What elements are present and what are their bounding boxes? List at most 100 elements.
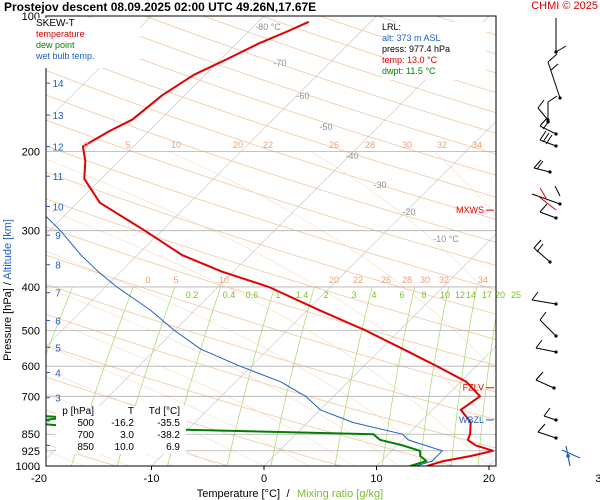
mixing-ratio-line (419, 286, 449, 466)
wind-barb-point (552, 386, 556, 390)
pressure-tick-label: 300 (22, 226, 40, 238)
mixing-ratio-label: 17 (482, 290, 492, 300)
plot-frame (45, 15, 497, 467)
altitude-tick-label: 5 (55, 343, 61, 354)
wind-barb-staff (533, 167, 551, 173)
table-cell: 700 (77, 430, 94, 441)
dry-adiabat-line (46, 313, 496, 449)
mixing-ratio-label: 12 (455, 290, 465, 300)
mixing-ratio-label: 4 (371, 290, 376, 300)
wind-barb-point (554, 350, 558, 354)
wind-barb-flag (542, 132, 550, 143)
altitude-tick-label: 11 (53, 172, 64, 183)
level-marker-label: FZLV (463, 383, 484, 393)
legend-item-wet-bulb: wet bulb temp. (36, 51, 95, 61)
lrl-title: LRL: (382, 22, 402, 32)
altitude-tick-label: 8 (55, 261, 61, 272)
wind-barb-staff (535, 379, 555, 389)
dry-adiabat-line (46, 283, 496, 420)
wind-barb-flag (537, 423, 546, 433)
isotherm-label: -20 (402, 207, 415, 217)
mixing-ratio-label: 1.4 (296, 290, 309, 300)
mixing-ratio-label: 0.4 (223, 290, 236, 300)
isotherm-label: -40 (345, 151, 358, 161)
table-row: 850 10.0 6.9 (56, 442, 186, 454)
wind-barb-staff (539, 211, 557, 219)
wind-barb-staff (537, 107, 549, 121)
wind-barb-point (558, 96, 562, 100)
levels-table: p [hPa] T Td [°C] 500 -16.2 -35.5 700 3.… (56, 406, 186, 454)
potential-temp-label: 26 (329, 140, 339, 150)
wind-barb-flag (543, 407, 551, 417)
wind-barb-point (546, 118, 550, 122)
wind-barb-point (554, 144, 558, 148)
y-axis-label: Pressure [hPa] / Altitude [km] (2, 219, 14, 361)
level-marker-label: MXWS (456, 205, 484, 215)
moist-adiabat-line (46, 371, 265, 466)
mixing-ratio-line (583, 287, 595, 466)
chart-title: Prostejov descent 08.09.2025 02:00 UTC 4… (4, 0, 317, 14)
temperature-tick-label: 10 (370, 473, 382, 485)
potential-temp-label: 5 (125, 140, 130, 150)
altitude-tick-label: 12 (52, 143, 64, 154)
dry-adiabat-line (46, 226, 496, 366)
pressure-tick-label: 600 (22, 361, 40, 373)
dry-adiabat-line (46, 45, 496, 198)
pressure-tick-label: 400 (22, 282, 40, 294)
potential-temp-label: 30 (402, 140, 412, 150)
mixing-ratio-label: 2 (323, 290, 328, 300)
wind-barb-flag (539, 203, 548, 213)
wind-barb-flag (539, 117, 548, 127)
isotherm-label: -10 °C (433, 234, 459, 244)
wind-barb-staff (533, 247, 551, 263)
wind-barb-point (554, 132, 558, 136)
pressure-tick-label: 850 (22, 429, 40, 441)
wind-barb-flag (537, 99, 545, 109)
wind-barb-flag (533, 159, 542, 169)
y-axis-label-separator: / (2, 280, 14, 289)
wind-barb-flag (536, 160, 544, 170)
potential-temp-label: 0 (83, 140, 88, 150)
wind-barb-flag (555, 45, 567, 53)
table-header: Td [°C] (148, 406, 180, 417)
mixing-ratio-label: 3 (351, 290, 356, 300)
wind-barb-flag (533, 239, 542, 249)
isotherm-line (46, 16, 490, 460)
wind-barb-point (554, 418, 558, 422)
wind-barb-flag (554, 185, 561, 197)
temperature-tick-label: 20 (483, 473, 495, 485)
wind-barb-flag (545, 134, 553, 145)
isotherm-line (488, 458, 496, 466)
wind-barb-flag (547, 53, 558, 63)
dry-adiabat-line (46, 376, 342, 466)
isotherm-label: -50 (319, 122, 332, 132)
dry-adiabat-line (46, 171, 496, 315)
wind-barb-flag (535, 371, 544, 381)
table-header: p [hPa] (62, 406, 94, 417)
mixing-ratio-line (270, 286, 315, 466)
dry-adiabat-line (46, 70, 496, 220)
table-header: T (127, 406, 134, 417)
mixing-ratio-label: 20 (495, 290, 505, 300)
wind-barb-staff (561, 449, 581, 459)
lrl-temperature: temp: 13.0 °C (382, 55, 438, 65)
mixing-ratio-line (513, 287, 532, 466)
wind-barb-flag (547, 95, 558, 103)
potential-temp-label: 10 (219, 275, 229, 285)
isotherm-label: -30 (373, 180, 386, 190)
mixing-ratio-label: 25 (511, 290, 521, 300)
isotherm-line (46, 16, 152, 122)
wind-barb-staff (531, 193, 561, 205)
altitude-tick-label: 4 (55, 369, 61, 380)
legend-item-dew-point: dew point (36, 40, 75, 50)
moist-adiabat-line (310, 151, 496, 303)
lrl-info: LRL: alt: 373 m ASL press: 977.4 hPa tem… (382, 22, 486, 80)
potential-temp-label: 20 (329, 275, 339, 285)
potential-temp-label: 34 (472, 140, 482, 150)
potential-temp-label: 30 (420, 275, 430, 285)
isotherm-line (151, 121, 496, 466)
temperature-tick-label: -10 (144, 473, 160, 485)
wind-barb-staff (543, 415, 557, 421)
dry-adiabat-line (46, 344, 454, 466)
temperature-tick-label: 30 (595, 473, 600, 485)
